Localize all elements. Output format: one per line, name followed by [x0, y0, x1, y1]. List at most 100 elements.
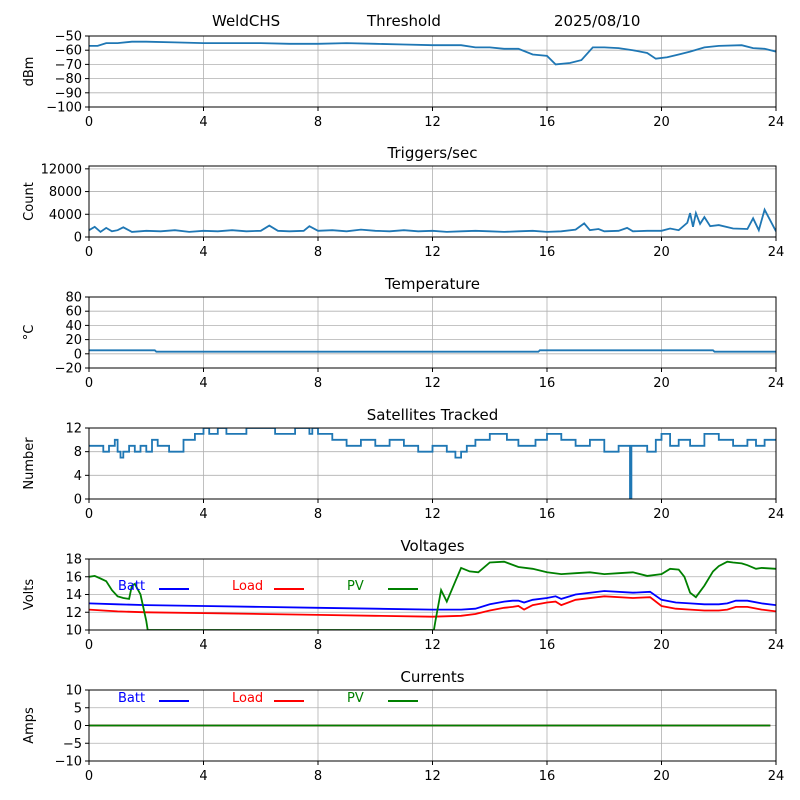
signal-ytick-label: −60	[55, 44, 82, 59]
voltages-ylabel: Volts	[22, 579, 37, 611]
triggers-xtick-label: 20	[653, 245, 670, 260]
currents-legend-label-pv: PV	[347, 691, 364, 706]
signal-xtick-label: 20	[653, 115, 670, 130]
satellites-xtick-label: 24	[768, 507, 785, 522]
triggers-ytick-label: 0	[74, 231, 82, 246]
signal-ytick-label: −100	[46, 101, 82, 116]
satellites-panel: 0 4 8 12 16 20 24 0 4 8 12 Number Satellites Tracked	[22, 406, 784, 522]
signal-ytick-label: −80	[55, 72, 82, 87]
voltages-xtick-label: 12	[424, 638, 441, 653]
currents-title: Currents	[400, 668, 464, 686]
currents-ytick-label: 5	[74, 701, 82, 716]
currents-xtick-label: 4	[199, 769, 207, 784]
temperature-ylabel: °C	[22, 325, 37, 341]
temperature-ytick-label: 80	[65, 291, 82, 306]
triggers-ylabel: Count	[22, 182, 37, 221]
satellites-xtick-label: 20	[653, 507, 670, 522]
currents-ytick-label: −5	[63, 737, 82, 752]
triggers-series-0	[89, 207, 776, 234]
currents-legend-label-batt: Batt	[118, 691, 145, 706]
voltages-legend-label-batt: Batt	[118, 579, 145, 594]
voltages-xtick-label: 24	[768, 638, 785, 653]
temperature-ytick-label: 60	[65, 305, 82, 320]
voltages-panel: 0 4 8 12 16 20 24 10 12 14 16 18 Volts Voltages Batt Lo…	[22, 537, 784, 653]
currents-xtick-label: 12	[424, 769, 441, 784]
satellites-ytick-label: 4	[74, 469, 82, 484]
signal-ytick-label: −50	[55, 30, 82, 45]
currents-xtick-label: 0	[85, 769, 93, 784]
voltages-xtick-label: 8	[314, 638, 322, 653]
temperature-ytick-label: 40	[65, 319, 82, 334]
triggers-ytick-label: 8000	[49, 185, 82, 200]
triggers-ytick-label: 12000	[41, 162, 82, 177]
voltages-ytick-label: 16	[65, 570, 82, 585]
signal-panel: 0 4 8 12 16 20 24 −100−90−80−70−60−50 dBm	[22, 30, 784, 131]
satellites-ytick-label: 8	[74, 445, 82, 460]
currents-panel: 0 4 8 12 16 20 24 −10 −5 0 5 10 Amps Currents Batt Load…	[22, 668, 784, 784]
temperature-xtick-label: 12	[424, 376, 441, 391]
satellites-xtick-label: 12	[424, 507, 441, 522]
currents-ytick-label: −10	[55, 755, 82, 770]
voltages-xtick-label: 0	[85, 638, 93, 653]
triggers-xtick-label: 24	[768, 245, 785, 260]
currents-xtick-label: 8	[314, 769, 322, 784]
signal-xtick-label: 12	[424, 115, 441, 130]
voltages-ytick-label: 14	[65, 588, 82, 603]
temperature-xtick-label: 24	[768, 376, 785, 391]
signal-xtick-label: 8	[314, 115, 322, 130]
header-date: 2025/08/10	[554, 12, 641, 30]
temperature-xtick-label: 4	[199, 376, 207, 391]
satellites-ytick-label: 0	[74, 493, 82, 508]
triggers-title: Triggers/sec	[387, 144, 478, 162]
temperature-series-0	[89, 349, 776, 353]
satellites-ytick-label: 12	[65, 422, 82, 437]
currents-xtick-label: 16	[539, 769, 556, 784]
voltages-xtick-label: 16	[539, 638, 556, 653]
signal-xtick-label: 16	[539, 115, 556, 130]
triggers-xtick-label: 8	[314, 245, 322, 260]
triggers-xtick-label: 12	[424, 245, 441, 260]
temperature-xtick-label: 20	[653, 376, 670, 391]
triggers-ytick-label: 4000	[49, 208, 82, 223]
voltages-ytick-label: 18	[65, 553, 82, 568]
currents-legend-label-load: Load	[232, 691, 263, 706]
voltages-xtick-label: 20	[653, 638, 670, 653]
satellites-title: Satellites Tracked	[367, 406, 498, 424]
temperature-xtick-label: 8	[314, 376, 322, 391]
signal-ytick-label: −70	[55, 58, 82, 73]
triggers-xtick-label: 16	[539, 245, 556, 260]
voltages-ytick-label: 10	[65, 624, 82, 639]
currents-ytick-label: 0	[74, 719, 82, 734]
signal-xtick-label: 4	[199, 115, 207, 130]
triggers-xtick-label: 4	[199, 245, 207, 260]
triggers-panel: 0 4 8 12 16 20 24 0 4000 8000 12000 Count Triggers/s…	[22, 144, 784, 260]
temperature-xtick-label: 0	[85, 376, 93, 391]
voltages-xtick-label: 4	[199, 638, 207, 653]
triggers-xtick-label: 0	[85, 245, 93, 260]
temperature-ytick-label: −20	[55, 362, 82, 377]
voltages-title: Voltages	[400, 537, 464, 555]
satellites-xtick-label: 4	[199, 507, 207, 522]
signal-xtick-label: 24	[768, 115, 785, 130]
currents-xtick-label: 24	[768, 769, 785, 784]
signal-series-0	[89, 40, 776, 66]
voltages-series-load	[89, 595, 776, 618]
satellites-xtick-label: 0	[85, 507, 93, 522]
voltages-legend-label-load: Load	[232, 579, 263, 594]
header-mode: Threshold	[367, 12, 441, 30]
signal-ylabel: dBm	[22, 57, 37, 87]
temperature-title: Temperature	[384, 275, 480, 293]
temperature-xtick-label: 16	[539, 376, 556, 391]
satellites-xtick-label: 8	[314, 507, 322, 522]
temperature-ytick-label: 20	[65, 333, 82, 348]
satellites-xtick-label: 16	[539, 507, 556, 522]
signal-xtick-label: 0	[85, 115, 93, 130]
currents-ylabel: Amps	[22, 707, 37, 744]
header-station: WeldCHS	[212, 12, 281, 30]
temperature-ytick-label: 0	[74, 347, 82, 362]
signal-ytick-label: −90	[55, 86, 82, 101]
voltages-series-pv	[89, 560, 776, 630]
